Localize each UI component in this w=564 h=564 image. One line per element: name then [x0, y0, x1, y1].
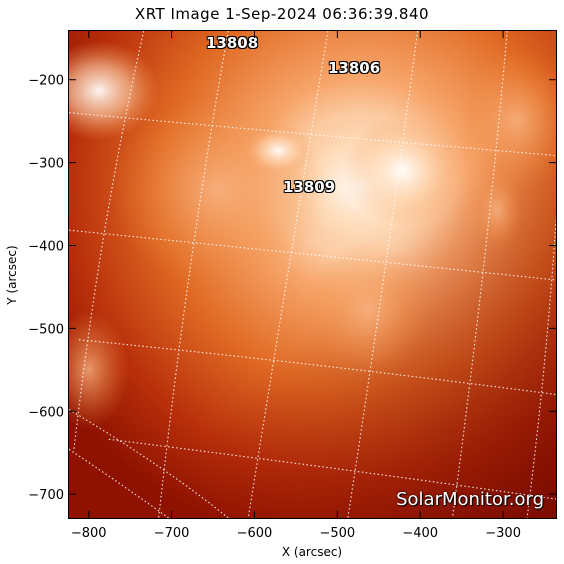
heliographic-grid — [69, 31, 556, 518]
y-tick-label: −500 — [28, 322, 64, 337]
y-tick-label: −700 — [28, 488, 64, 503]
active-region-label: 13809 — [283, 178, 336, 196]
solar-image: 13808 13806 13809 SolarMonitor.org — [68, 30, 557, 519]
xrt-image — [69, 31, 556, 518]
x-axis-label: X (arcsec) — [282, 545, 342, 559]
x-tick-label: −500 — [320, 526, 356, 541]
y-tick-label: −300 — [28, 157, 64, 172]
x-tick-label: −400 — [402, 526, 438, 541]
active-region-label: 13808 — [206, 34, 259, 52]
x-tick-label: −600 — [237, 526, 273, 541]
image-title: XRT Image 1-Sep-2024 06:36:39.840 — [134, 5, 430, 23]
y-tick-label: −600 — [28, 405, 64, 420]
y-tick-label: −200 — [28, 74, 64, 89]
x-tick-label: −300 — [485, 526, 521, 541]
x-tick-label: −700 — [154, 526, 190, 541]
x-tick-label: −800 — [71, 526, 107, 541]
watermark: SolarMonitor.org — [396, 489, 544, 510]
y-tick-label: −400 — [28, 239, 64, 254]
y-axis-label: Y (arcsec) — [5, 245, 19, 305]
active-region-label: 13806 — [328, 59, 381, 77]
